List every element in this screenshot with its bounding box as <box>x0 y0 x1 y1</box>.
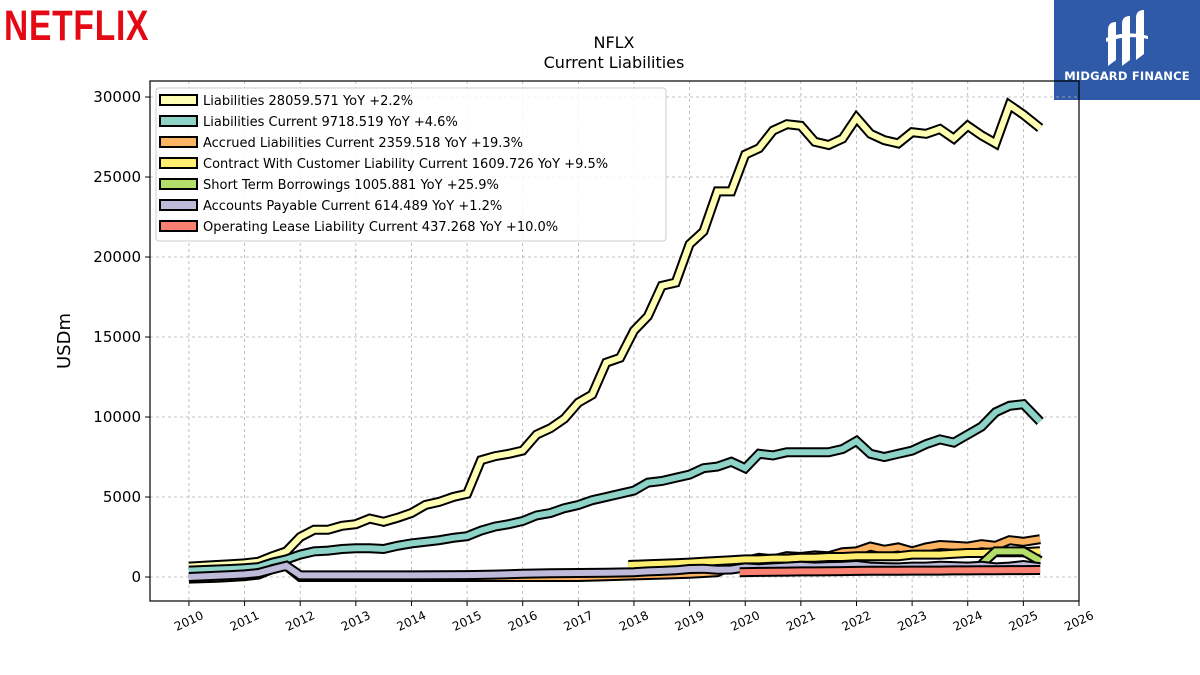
legend-entry: Contract With Customer Liability Current… <box>203 157 608 172</box>
legend-swatch <box>159 115 198 127</box>
legend-entry: Operating Lease Liability Current 437.26… <box>203 220 558 235</box>
x-tick-label: 2012 <box>283 608 317 634</box>
x-tick-label: 2022 <box>840 608 874 634</box>
x-tick-label: 2020 <box>728 608 762 634</box>
legend-entry: Short Term Borrowings 1005.881 YoY +25.9… <box>203 178 499 193</box>
x-tick-label: 2025 <box>1007 608 1041 634</box>
legend-entry: Accounts Payable Current 614.489 YoY +1.… <box>203 199 502 214</box>
series-line-1 <box>188 401 1043 574</box>
x-axis: 2010 2011 2012 2013 2014 2015 2016 2017 2018 2019… <box>172 601 1096 634</box>
x-tick-label: 2024 <box>951 608 985 634</box>
legend-swatch <box>159 220 198 232</box>
x-tick-label: 2023 <box>895 608 929 634</box>
legend-swatch <box>159 199 198 211</box>
x-tick-label: 2015 <box>450 608 484 634</box>
y-tick-label: 30000 <box>93 88 141 106</box>
plot-frame <box>149 80 1080 602</box>
y-tick-label: 10000 <box>93 408 141 426</box>
x-tick-label: 2021 <box>784 608 818 634</box>
series-line-3 <box>628 548 1041 568</box>
legend-box <box>155 87 667 242</box>
x-tick-label: 2011 <box>228 608 262 634</box>
netflix-logo: NETFLIX <box>4 2 150 50</box>
x-tick-label: 2018 <box>617 608 651 634</box>
series-line-0 <box>188 100 1042 570</box>
chart-title: NFLX <box>593 33 634 52</box>
y-axis-label: USDm <box>54 313 75 369</box>
midgard-emblem-icon <box>1106 10 1148 66</box>
legend-swatch <box>159 94 198 106</box>
y-axis: 0 5000 10000 15000 20000 25000 30000 <box>93 88 150 586</box>
midgard-finance-logo: MIDGARD FINANCE <box>1054 0 1200 100</box>
legend-entry: Liabilities Current 9718.519 YoY +4.6% <box>203 115 458 130</box>
y-tick-label: 0 <box>131 568 141 586</box>
legend-swatch <box>159 136 198 148</box>
x-tick-label: 2026 <box>1062 608 1096 634</box>
x-tick-label: 2016 <box>506 608 540 634</box>
x-tick-label: 2019 <box>673 608 707 634</box>
series-line-4 <box>979 548 1042 567</box>
chart-subtitle: Current Liabilities <box>544 53 685 72</box>
series-line-6 <box>739 567 1041 576</box>
x-tick-label: 2014 <box>395 608 429 634</box>
legend-swatch <box>159 157 198 169</box>
y-tick-label: 20000 <box>93 248 141 266</box>
x-tick-label: 2017 <box>562 608 596 634</box>
chart-legend: Liabilities 28059.571 YoY +2.2% Liabiliti… <box>155 87 667 242</box>
legend-entry: Accrued Liabilities Current 2359.518 YoY… <box>203 136 523 151</box>
legend-swatch <box>159 178 198 190</box>
y-tick-label: 25000 <box>93 168 141 186</box>
legend-entry: Liabilities 28059.571 YoY +2.2% <box>203 94 413 109</box>
midgard-finance-text: MIDGARD FINANCE <box>1064 69 1190 83</box>
y-tick-label: 15000 <box>93 328 141 346</box>
y-tick-label: 5000 <box>103 488 141 506</box>
chart-series <box>188 97 1044 584</box>
x-tick-label: 2010 <box>172 608 206 634</box>
x-tick-label: 2013 <box>339 608 373 634</box>
